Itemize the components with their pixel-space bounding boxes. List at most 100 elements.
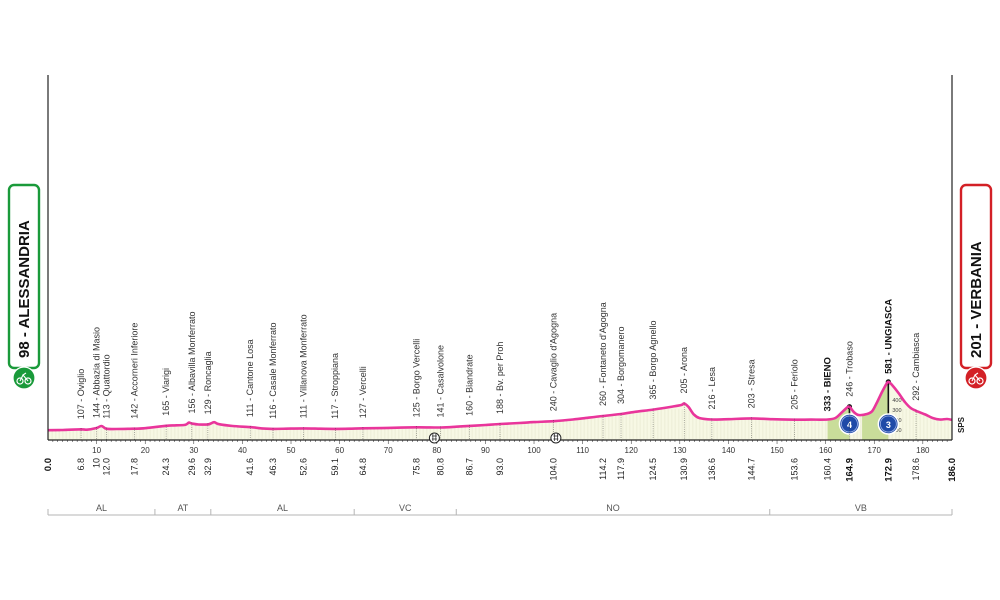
profile-area-fill (48, 381, 952, 440)
km-distance-label: 29.6 (187, 458, 197, 476)
profile-line-layer (47, 380, 953, 432)
start-town-label: 98 - ALESSANDRIA (16, 220, 33, 358)
waypoint-label: 246 - Trobaso (844, 341, 854, 397)
province-layer: AL AT AL VC NO VB (47, 503, 953, 516)
km-distance-label: 86.7 (464, 458, 474, 476)
climb-category-label: 3 (886, 420, 891, 430)
bike-icon (12, 366, 36, 390)
waypoint-label: 205 - Feriolo (790, 359, 800, 410)
x-axis-tick-label: 160 (819, 446, 833, 455)
x-axis-tick-label: 100 (527, 446, 541, 455)
waypoint-label-layer: 107 - Oviglio 144 - Abbazia di Masio 113 -… (76, 299, 921, 420)
x-axis-layer: 10 20 30 40 50 60 70 80 90 100 110 120 130 140 150 160 1… (47, 75, 966, 455)
province-label: NO (606, 503, 620, 513)
climb-category-badge (877, 413, 900, 435)
waypoint-label: 216 - Lesa (707, 367, 717, 410)
km-distance-label: 41.6 (245, 458, 255, 476)
x-axis-tick-label: 20 (141, 446, 150, 455)
province-label: AT (177, 503, 188, 513)
sprint-icon (428, 432, 440, 444)
climb-altitude-tick-label: 400 (892, 398, 901, 404)
sprint-icon-glyph (431, 434, 437, 441)
km-distance-label: 186.0 (947, 458, 958, 482)
km-distance-label: 52.6 (299, 458, 309, 476)
sprint-icon-glyph (553, 434, 559, 441)
km-distance-label: 117.9 (616, 458, 626, 480)
bike-icon-wheel (968, 377, 976, 385)
km-distance-label: 46.3 (268, 458, 278, 476)
km-distance-label: 6.8 (76, 458, 86, 471)
climb-category-badge-ring (841, 415, 858, 433)
x-axis-tick-label: 180 (916, 446, 930, 455)
km-distance-label: 59.1 (330, 458, 340, 476)
profile-line (47, 380, 953, 432)
waypoint-label: 111 - Villanova Monferrato (299, 314, 309, 418)
km-distance-label: 164.9 (844, 458, 855, 482)
waypoint-label: 260 - Fontaneto d'Agogna (598, 302, 608, 406)
km-distance-label: 114.2 (598, 458, 608, 480)
x-axis-tick-label: 10 (92, 446, 101, 455)
waypoint-label: 304 - Borgomanero (616, 326, 626, 404)
waypoint-label: 581 - UNGIASCA (883, 299, 894, 374)
km-distance-label: 178.6 (911, 458, 921, 481)
finish-town-label: 201 - VERBANIA (968, 241, 985, 358)
km-distance-label: 0.0 (43, 458, 54, 471)
bike-icon-frame (19, 372, 29, 382)
province-label: AL (277, 503, 288, 513)
x-axis-tick-label: 80 (432, 446, 441, 455)
waypoint-label: 125 - Borgo Vercelli (411, 339, 421, 418)
km-distance-label: 17.8 (130, 458, 140, 476)
waypoint-label: 156 - Albavilla Monferrato (187, 311, 197, 413)
km-distance-label: 24.3 (161, 458, 171, 476)
bike-icon-wheel (16, 377, 24, 385)
climb-altitude-tick-label: 300 (892, 408, 901, 414)
km-distance-label: 64.8 (358, 458, 368, 476)
km-distance-label: 12.0 (101, 458, 111, 476)
waypoint-label: 129 - Roncaglia (203, 351, 213, 414)
km-distance-label: 32.9 (203, 458, 213, 476)
waypoint-label: 127 - Vercelli (358, 366, 368, 418)
climb-category-label: 4 (847, 420, 852, 430)
x-axis-tick-label: 140 (722, 446, 736, 455)
waypoint-label: 113 - Quattordio (101, 354, 111, 418)
profile-fill-layer (48, 381, 952, 440)
waypoint-label: 141 - Casalvolone (436, 345, 446, 418)
km-distance-label: 10 (92, 458, 102, 468)
x-axis-tick-label: 70 (384, 446, 393, 455)
waypoint-label: 333 - BIENO (823, 357, 834, 411)
sprint-icon (550, 432, 562, 444)
x-axis-tick-label: 30 (189, 446, 198, 455)
waypoint-label: 165 - Viarigi (161, 368, 171, 416)
x-axis-tick-label: 110 (576, 446, 589, 455)
waypoint-label: 111 - Cantone Losa (245, 339, 255, 417)
km-distance-label: 124.5 (648, 458, 658, 481)
km-distance-label: 80.8 (436, 458, 446, 476)
waypoint-label: 205 - Arona (679, 347, 689, 394)
province-label: VC (399, 503, 412, 513)
waypoint-stem-layer (80, 402, 917, 440)
bike-icon-frame (971, 372, 981, 382)
km-distance-label: 104.0 (548, 458, 558, 481)
waypoint-label: 160 - Biandrate (464, 354, 474, 416)
climb-category-badge-ring (879, 415, 897, 433)
waypoint-label: 292 - Cambiasca (911, 333, 921, 401)
climb-altitude-tick-label: 100 (892, 428, 901, 434)
start-town: 98 - ALESSANDRIA (7, 183, 41, 390)
x-axis-tick-label: 120 (625, 446, 639, 455)
sps-label: SPS (957, 416, 966, 433)
finish-town: 201 - VERBANIA (959, 183, 993, 390)
start-finish-layer: 98 - ALESSANDRIA 201 - VERBANIA (7, 183, 993, 390)
bike-icon-wheel (976, 377, 984, 385)
x-axis-tick-label: 40 (238, 446, 247, 455)
province-label: AL (96, 503, 107, 513)
province-label: VB (855, 503, 867, 513)
waypoint-label: 365 - Borgo Agnello (648, 321, 658, 400)
km-distance-label: 153.6 (790, 458, 800, 481)
waypoint-label: 203 - Stresa (746, 359, 756, 408)
waypoint-label: 188 - Bv. per Proh (495, 342, 505, 414)
km-distance-label: 75.8 (411, 458, 421, 476)
km-distance-label: 136.6 (707, 458, 717, 481)
bike-icon (964, 366, 988, 390)
waypoint-label: 117 - Stroppiana (330, 353, 340, 419)
